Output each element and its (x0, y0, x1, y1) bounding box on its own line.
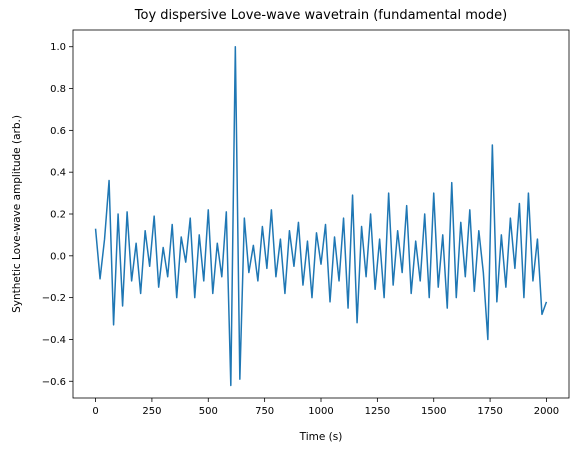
chart-title: Toy dispersive Love-wave wavetrain (fund… (134, 8, 507, 23)
y-tick-label: −0.2 (42, 293, 66, 304)
y-tick-label: 1.0 (50, 42, 66, 53)
x-tick-label: 1750 (477, 406, 502, 417)
x-axis-label: Time (s) (299, 431, 343, 443)
x-tick-label: 250 (142, 406, 161, 417)
x-tick-label: 1250 (365, 406, 390, 417)
y-tick-label: 0.4 (50, 168, 66, 179)
x-tick-label: 1000 (308, 406, 333, 417)
x-tick-label: 500 (199, 406, 218, 417)
y-tick-label: −0.6 (42, 377, 66, 388)
x-tick-label: 2000 (534, 406, 559, 417)
y-tick-label: 0.8 (50, 84, 66, 95)
data-line (94, 45, 548, 387)
y-axis-label: Synthetic Love-wave amplitude (arb.) (11, 115, 23, 313)
y-tick-label: 0.0 (50, 251, 66, 262)
y-tick-label: −0.4 (42, 335, 66, 346)
x-tick-label: 750 (255, 406, 274, 417)
plot-frame (72, 29, 570, 399)
y-tick-label: 0.2 (50, 210, 66, 221)
x-tick-label: 0 (92, 406, 98, 417)
y-tick-label: 0.6 (50, 126, 66, 137)
x-tick-label: 1500 (421, 406, 446, 417)
